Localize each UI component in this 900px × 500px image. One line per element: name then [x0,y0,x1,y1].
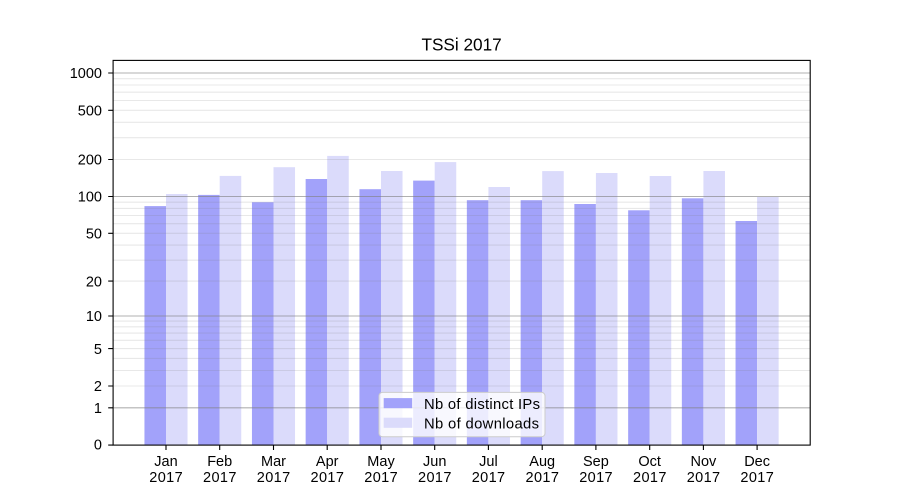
svg-text:0: 0 [94,438,102,454]
svg-text:Dec: Dec [744,454,770,470]
svg-text:Jun: Jun [423,454,446,470]
svg-text:10: 10 [86,309,102,325]
svg-text:2017: 2017 [687,470,720,486]
svg-text:100: 100 [78,190,102,206]
svg-text:2017: 2017 [311,470,344,486]
svg-text:2017: 2017 [418,470,451,486]
svg-text:2017: 2017 [364,470,397,486]
svg-text:Nb of distinct IPs: Nb of distinct IPs [424,397,540,413]
svg-text:Nb of downloads: Nb of downloads [424,416,539,432]
svg-text:TSSi 2017: TSSi 2017 [421,35,501,55]
svg-text:Jan: Jan [154,454,177,470]
svg-text:2017: 2017 [579,470,612,486]
svg-text:2017: 2017 [472,470,505,486]
svg-text:Oct: Oct [638,454,661,470]
svg-text:2017: 2017 [526,470,559,486]
svg-text:2: 2 [94,379,102,395]
svg-text:Feb: Feb [207,454,232,470]
svg-text:1000: 1000 [70,66,102,82]
svg-text:2017: 2017 [203,470,236,486]
svg-text:1: 1 [94,401,102,417]
svg-text:Jul: Jul [479,454,498,470]
svg-text:May: May [367,454,395,470]
svg-text:2017: 2017 [149,470,182,486]
svg-text:200: 200 [78,153,102,169]
svg-text:2017: 2017 [633,470,666,486]
svg-text:Aug: Aug [529,454,555,470]
svg-text:Nov: Nov [691,454,718,470]
svg-text:Mar: Mar [261,454,286,470]
svg-text:Apr: Apr [316,454,339,470]
svg-text:Sep: Sep [583,454,609,470]
svg-text:2017: 2017 [257,470,290,486]
svg-text:20: 20 [86,274,102,290]
svg-text:500: 500 [78,104,102,120]
svg-text:5: 5 [94,342,102,358]
svg-text:50: 50 [86,227,102,243]
svg-text:2017: 2017 [740,470,773,486]
